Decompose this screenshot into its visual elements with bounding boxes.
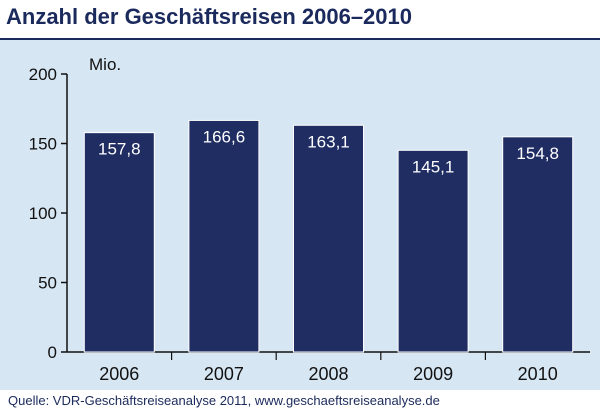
bar-2008: [293, 124, 364, 353]
bars: 157,8 166,6 163,1 145,1 154,8: [83, 119, 574, 353]
bar-2006: [83, 132, 155, 353]
x-axis: 2006 2007 2008 2009 2010: [67, 351, 590, 384]
bar-value-label: 163,1: [307, 132, 350, 151]
x-tick-label: 2006: [99, 364, 139, 384]
x-tick-label: 2010: [518, 364, 558, 384]
y-tick-label: 0: [48, 343, 57, 362]
x-tick-label: 2009: [413, 364, 453, 384]
bar-value-label: 166,6: [203, 127, 246, 146]
y-tick-label: 100: [29, 204, 57, 223]
bar-value-label: 157,8: [98, 140, 141, 159]
bar-2009: [397, 149, 469, 353]
y-tick-label: 200: [29, 65, 57, 84]
bar-2007: [188, 119, 260, 353]
source-note: Quelle: VDR-Geschäftsreiseanalyse 2011, …: [8, 393, 440, 408]
x-tick-label: 2007: [204, 364, 244, 384]
chart-title: Anzahl der Geschäftsreisen 2006–2010: [6, 4, 413, 29]
y-axis: 0 50 100 150 200 Mio.: [29, 55, 122, 362]
bar-value-label: 145,1: [412, 157, 455, 176]
bar-value-label: 154,8: [516, 144, 559, 163]
y-axis-unit-label: Mio.: [89, 55, 121, 74]
y-tick-label: 150: [29, 135, 57, 154]
y-tick-label: 50: [38, 274, 57, 293]
x-tick-label: 2008: [308, 364, 348, 384]
title-divider: [0, 38, 600, 40]
bar-2010: [502, 136, 574, 353]
